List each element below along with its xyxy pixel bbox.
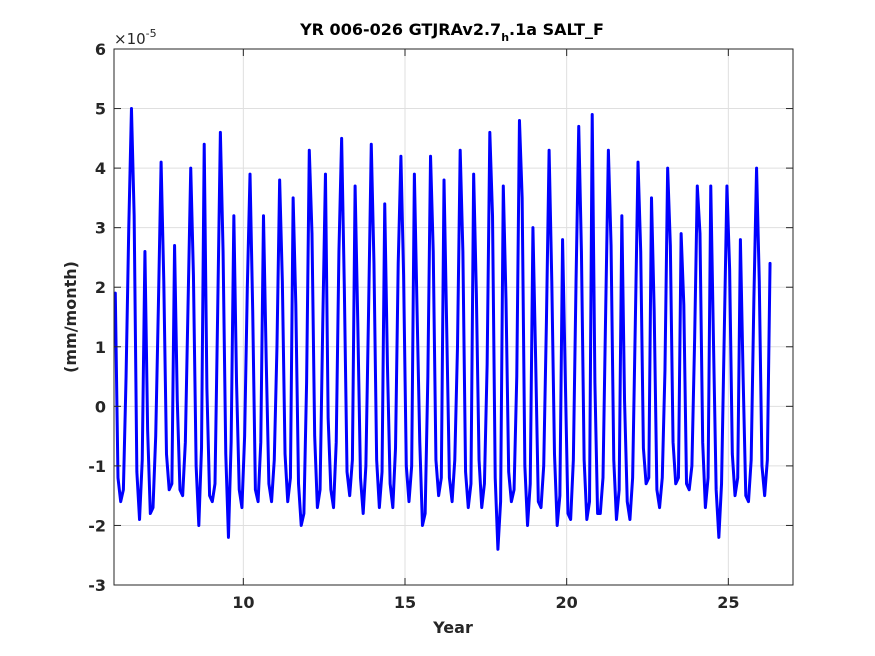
x-axis-label: Year [432, 618, 473, 637]
series-line [113, 107, 772, 551]
series-group [113, 107, 772, 551]
tick-marks [114, 48, 793, 586]
y-tick-label: 2 [95, 278, 106, 297]
title-subscript: h [501, 31, 509, 44]
y-tick-label: 4 [95, 159, 106, 178]
x-tick-label: 25 [717, 593, 739, 612]
y-tick-label: 3 [95, 219, 106, 238]
tick-labels: 10 15 20 25 -3 -2 -1 0 1 2 3 4 5 6 [88, 40, 739, 612]
y-exponent-base: ×10 [114, 30, 146, 48]
x-tick-label: 15 [394, 593, 416, 612]
plot-background [114, 49, 793, 585]
plot-frame [113, 48, 794, 586]
y-tick-label: -2 [88, 516, 106, 535]
y-axis-label: (mm/month) [61, 261, 80, 373]
x-tick-label: 10 [232, 593, 254, 612]
y-tick-label: 1 [95, 338, 106, 357]
title-suffix: .1a SALT_F [509, 20, 604, 39]
chart-title: YR 006-026 GTJRAv2.7h.1a SALT_F [299, 20, 604, 44]
y-tick-label: 5 [95, 100, 106, 119]
y-exponent-label: ×10-5 [114, 27, 157, 48]
y-tick-label: 0 [95, 397, 106, 416]
y-tick-label: -3 [88, 576, 106, 595]
y-exponent-power: -5 [146, 27, 157, 40]
title-prefix: YR 006-026 GTJRAv2.7 [299, 20, 501, 39]
y-tick-label: 6 [95, 40, 106, 59]
x-tick-label: 20 [556, 593, 578, 612]
y-tick-label: -1 [88, 457, 106, 476]
